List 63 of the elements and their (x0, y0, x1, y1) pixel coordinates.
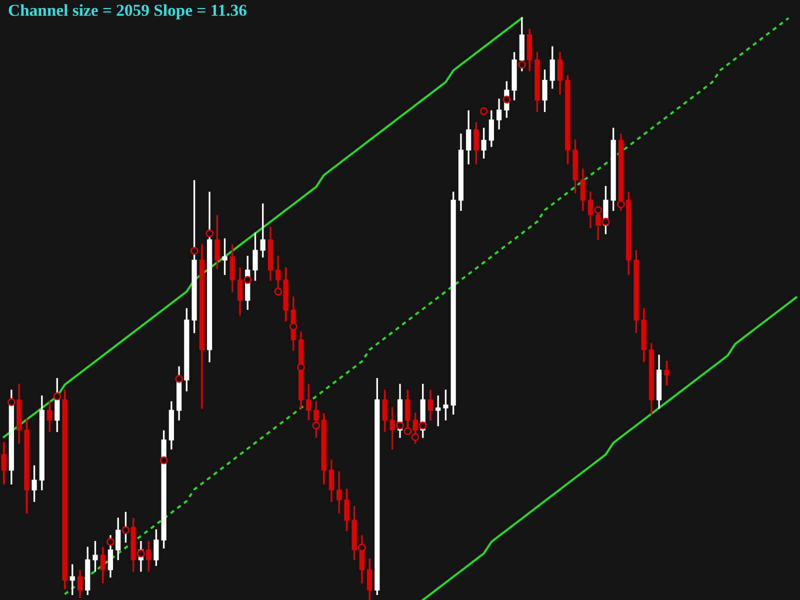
candlestick (1, 442, 6, 484)
candlestick (428, 390, 434, 420)
point (594, 206, 602, 214)
candlestick (92, 540, 98, 572)
candlestick (306, 384, 312, 420)
candlestick (154, 529, 159, 566)
candlestick (70, 564, 75, 596)
point (602, 218, 610, 226)
point (160, 456, 168, 464)
point (411, 433, 420, 442)
candlestick (664, 360, 670, 386)
candlestick (108, 535, 114, 578)
point (53, 392, 62, 400)
candlestick (366, 558, 372, 600)
point (502, 96, 511, 104)
point (480, 107, 488, 116)
point (106, 538, 114, 546)
candlestick (557, 52, 563, 95)
point (7, 398, 16, 406)
point (122, 526, 130, 534)
candlestick (222, 238, 228, 275)
candlestick (436, 395, 441, 426)
candlestick (580, 168, 586, 211)
candlestick (550, 46, 555, 89)
point (244, 276, 252, 284)
point (518, 60, 526, 69)
candlestick (230, 244, 235, 292)
candlestick (382, 390, 388, 432)
candlestick (314, 401, 319, 438)
candlestick (474, 122, 479, 164)
candlestick (481, 128, 486, 159)
point (175, 374, 183, 383)
candlestick (488, 110, 494, 147)
candlestick (116, 518, 121, 560)
point (297, 363, 305, 372)
point (418, 421, 427, 430)
candlestick (344, 488, 350, 531)
candlestick (100, 546, 106, 584)
point (617, 200, 625, 208)
point (404, 427, 412, 436)
candlestick (32, 465, 37, 502)
candlestick (214, 215, 220, 270)
point (358, 544, 366, 552)
candlestick (77, 570, 83, 598)
chart-title: Channel size = 2059 Slope = 11.36 (8, 4, 246, 20)
point (289, 322, 298, 330)
point (190, 246, 198, 255)
candlestick (336, 471, 342, 514)
candlestick (496, 98, 502, 130)
candlestick (46, 401, 52, 432)
point (396, 421, 404, 430)
point (274, 288, 282, 296)
candlestick (54, 378, 60, 432)
candlestick (359, 535, 364, 584)
candlestick (443, 390, 448, 420)
candlestick (542, 70, 548, 112)
candlestick (466, 110, 472, 164)
point (206, 229, 214, 238)
candlestick (328, 459, 334, 502)
candlestick (252, 232, 258, 281)
point (312, 421, 320, 430)
point (137, 549, 145, 558)
candlestick (260, 203, 266, 258)
